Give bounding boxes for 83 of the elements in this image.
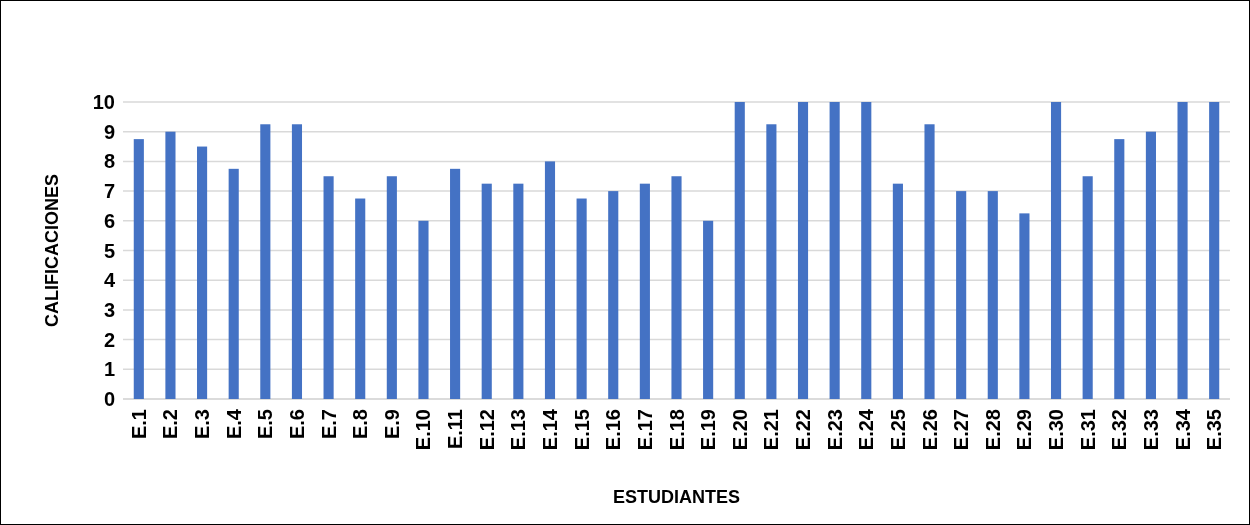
bar (355, 198, 366, 399)
x-tick-label: E.8 (349, 409, 372, 440)
x-tick-label: E.5 (254, 409, 277, 440)
x-tick-label: E.35 (1203, 409, 1226, 451)
x-tick-label: E.18 (665, 409, 688, 451)
bar (639, 183, 650, 399)
x-tick-label: E.33 (1139, 409, 1162, 451)
x-tick-label: E.34 (1171, 408, 1194, 451)
bar (228, 168, 239, 399)
bar (1082, 176, 1093, 399)
x-tick-label: E.30 (1045, 409, 1068, 451)
y-tick-label: 4 (103, 269, 116, 292)
y-axis-title: CALIFICACIONES (42, 174, 62, 327)
x-tick-label: E.31 (1076, 409, 1099, 451)
x-tick-label: E.21 (760, 409, 783, 451)
bar (1209, 102, 1220, 399)
bar (576, 198, 587, 399)
bar (956, 191, 967, 399)
x-tick-label: E.22 (792, 409, 815, 451)
bar (323, 176, 334, 399)
x-tick-label: E.28 (981, 409, 1004, 451)
bar (513, 183, 524, 399)
x-tick-label: E.19 (697, 409, 720, 451)
x-tick-label: E.29 (1013, 409, 1036, 451)
x-tick-label: E.15 (570, 409, 593, 451)
bar (861, 102, 872, 399)
bar (987, 191, 998, 399)
bar (1114, 139, 1125, 399)
bar (797, 102, 809, 399)
y-tick-label: 1 (103, 358, 115, 381)
x-tick-label: E.26 (918, 409, 941, 451)
bar (829, 102, 840, 399)
bar (892, 183, 903, 399)
x-tick-label: E.9 (380, 409, 403, 440)
y-tick-label: 6 (103, 209, 115, 232)
bar (291, 124, 303, 399)
bar (386, 176, 397, 399)
y-tick-label: 9 (103, 120, 115, 143)
bar (197, 146, 208, 399)
y-tick-label: 10 (92, 91, 115, 113)
x-tick-label: E.27 (950, 409, 973, 451)
x-axis-title: ESTUDIANTES (612, 487, 741, 507)
x-tick-label: E.13 (507, 409, 530, 451)
bar (544, 161, 556, 399)
bar (1145, 131, 1156, 399)
x-tick-label: E.1 (127, 409, 150, 440)
x-tick-label: E.11 (444, 409, 467, 450)
bar (450, 168, 461, 399)
x-tick-label: E.25 (886, 409, 909, 451)
x-tick-label: E.24 (855, 408, 878, 451)
bar (418, 220, 429, 399)
bar (924, 124, 935, 399)
x-tick-label: E.4 (222, 408, 245, 440)
bar (608, 191, 619, 399)
y-tick-label: 0 (103, 388, 115, 410)
bar (671, 176, 682, 399)
bar (165, 131, 176, 399)
bar (1050, 102, 1062, 399)
bar (481, 183, 492, 399)
y-tick-label: 3 (103, 298, 115, 321)
x-tick-label: E.2 (159, 409, 182, 440)
bar (1019, 213, 1030, 399)
y-tick-label: 8 (103, 150, 115, 173)
x-tick-label: E.14 (538, 408, 561, 451)
x-tick-label: E.16 (602, 409, 625, 451)
bar (133, 139, 144, 399)
x-tick-label: E.17 (633, 409, 656, 451)
x-tick-label: E.7 (317, 409, 340, 440)
x-tick-label: E.20 (728, 409, 751, 451)
y-tick-label: 7 (103, 180, 115, 203)
x-tick-label: E.32 (1108, 409, 1131, 451)
x-tick-label: E.3 (191, 409, 214, 440)
bar (260, 124, 271, 399)
bar (734, 102, 745, 399)
x-tick-label: E.10 (412, 409, 435, 451)
x-tick-label: E.23 (823, 409, 846, 451)
bar (1177, 102, 1188, 399)
x-tick-label: E.6 (285, 409, 308, 440)
x-tick-label: E.12 (475, 409, 498, 451)
y-tick-label: 2 (103, 328, 115, 351)
y-tick-label: 5 (103, 239, 115, 262)
bar (703, 220, 714, 399)
bar (766, 124, 777, 399)
